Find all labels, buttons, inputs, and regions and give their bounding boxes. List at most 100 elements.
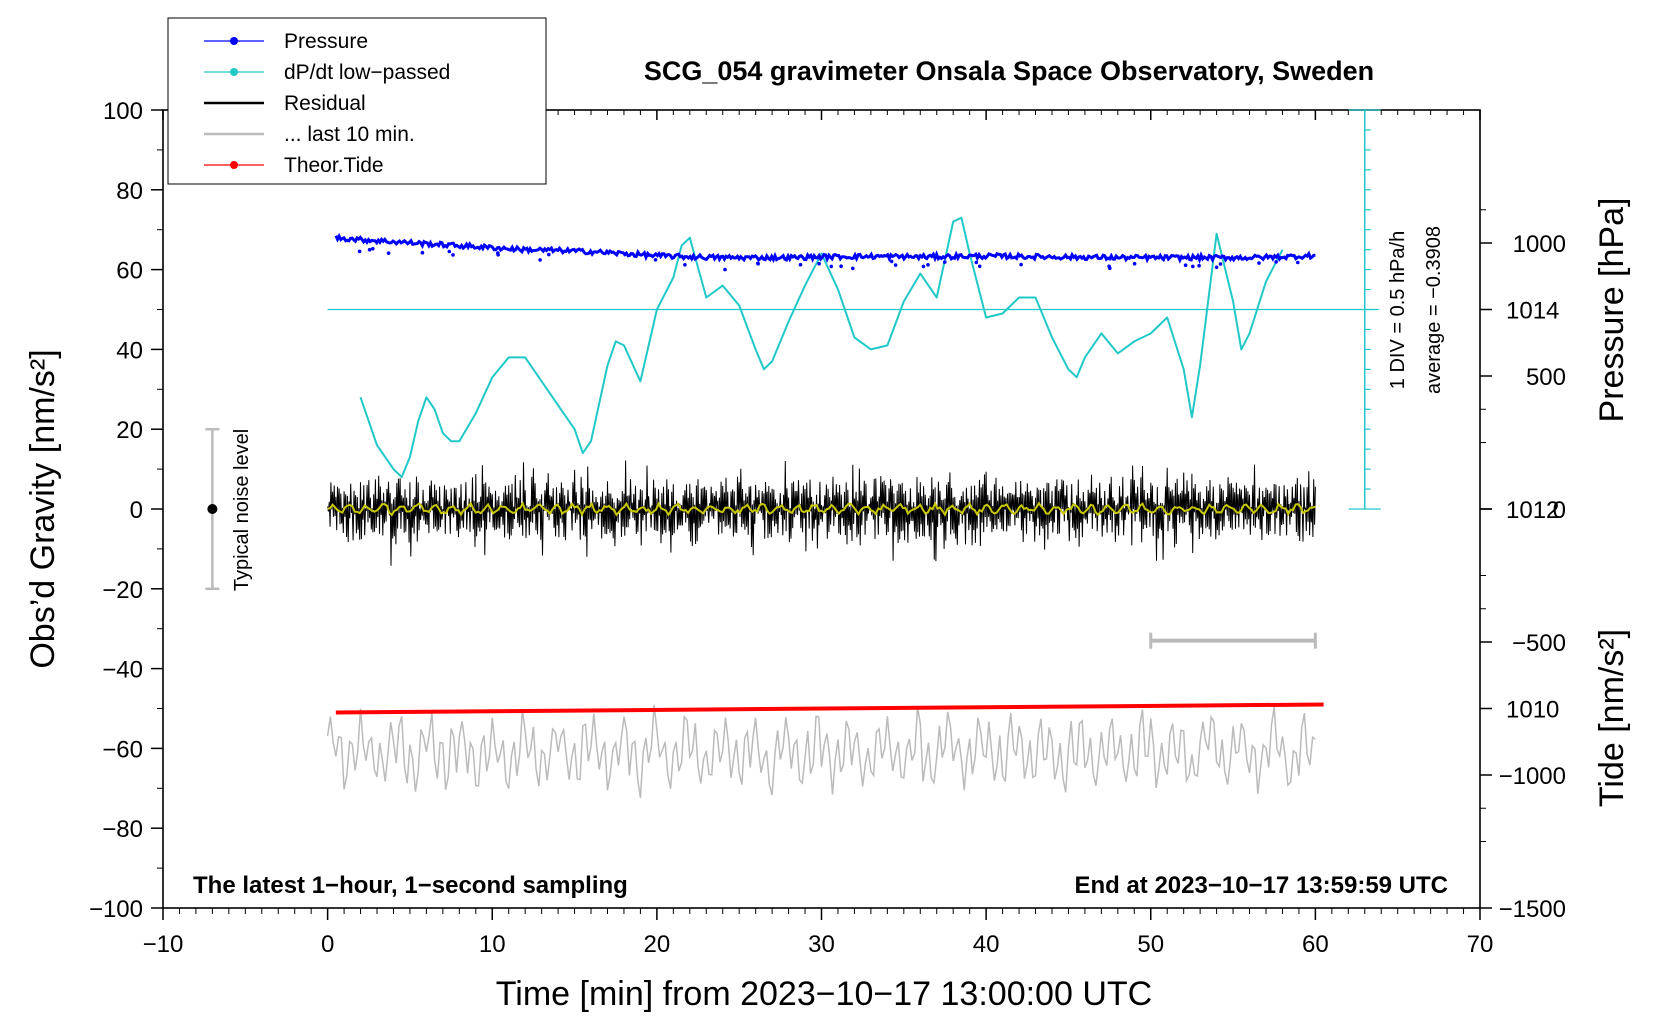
legend-swatch-dot <box>230 161 238 169</box>
note-bottom-right: End at 2023−10−17 13:59:59 UTC <box>1074 872 1448 899</box>
pressure-outlier-dot <box>386 251 391 255</box>
pressure-outlier-dot <box>1274 260 1278 264</box>
residual-smoothed-line <box>327 501 1316 517</box>
noise-level-label: Typical noise level <box>231 429 253 591</box>
pressure-outlier-dot <box>683 263 687 267</box>
pressure-outlier-dot <box>1191 264 1195 269</box>
legend-label: Pressure <box>284 30 368 53</box>
pressure-outlier-dot <box>420 250 425 255</box>
y-axis-pressure-title: Pressure [hPa] <box>1593 198 1631 423</box>
pressure-outlier-dot <box>538 258 542 262</box>
x-axis-title: Time [min] from 2023−10−17 13:00:00 UTC <box>496 975 1152 1013</box>
y-axis-left: −100 −80 −60 −40 −20 0 20 40 60 80 100 <box>89 98 163 923</box>
pressure-outlier-dot <box>451 253 455 257</box>
series-layer <box>326 216 1324 798</box>
tide-tick-label: −1000 <box>1499 763 1566 790</box>
x-tick-label: 50 <box>1137 931 1164 958</box>
tide-tick-label: −1500 <box>1499 896 1566 923</box>
pressure-outlier-dot <box>1019 262 1023 267</box>
tide-series-line <box>335 702 1324 715</box>
x-tick-label: 70 <box>1467 931 1494 958</box>
legend-box <box>167 17 547 185</box>
pressure-outlier-dot <box>367 247 372 252</box>
y-tick-label: −100 <box>89 896 143 923</box>
pressure-outlier-dot <box>1296 260 1300 265</box>
x-tick-label: 0 <box>321 931 334 958</box>
legend-label: Theor.Tide <box>284 154 384 177</box>
pressure-outlier-dot <box>371 246 375 251</box>
x-tick-label: −10 <box>143 931 184 958</box>
pressure-tick-label: 1012 <box>1506 497 1559 524</box>
pressure-outlier-dot <box>1183 263 1188 268</box>
tide-tick-label: 500 <box>1526 364 1566 391</box>
pressure-outlier-dot <box>851 266 855 271</box>
dpdt-reference-group <box>327 109 1381 510</box>
pressure-outlier-dot <box>798 262 803 267</box>
dpdt-series-line <box>359 216 1284 479</box>
legend-label: dP/dt low−passed <box>284 61 450 84</box>
pressure-outlier-dot <box>496 251 500 255</box>
pressure-outlier-dot <box>893 263 898 267</box>
pressure-outlier-dot <box>889 259 894 264</box>
pressure-outlier-dot <box>974 260 979 265</box>
x-tick-label: 30 <box>808 931 835 958</box>
pressure-outlier-dot <box>1107 264 1111 269</box>
legend-label: Residual <box>284 92 366 115</box>
residual-series-line <box>327 460 1316 566</box>
div-label: 1 DIV = 0.5 hPa/h <box>1387 231 1409 389</box>
legend-entries: Pressure dP/dt low−passed Residual ... last… <box>204 30 450 177</box>
pressure-tick-label: 1010 <box>1506 697 1559 724</box>
markers-layer <box>205 427 1317 649</box>
legend-label: ... last 10 min. <box>284 123 415 146</box>
y-tick-label: −80 <box>102 816 143 843</box>
pressure-outlier-dot <box>1218 262 1223 266</box>
y-tick-label: 40 <box>116 337 143 364</box>
pressure-outlier-dot <box>447 249 452 254</box>
y-axis-tide: −1500 −1000 −500 0 500 1000 <box>1480 231 1566 923</box>
x-axis: −10 0 10 20 30 40 50 60 70 <box>143 110 1494 958</box>
y-tick-label: −60 <box>102 736 143 763</box>
legend: Pressure dP/dt low−passed Residual ... last… <box>167 17 547 185</box>
pressure-outlier-dot <box>1197 263 1201 268</box>
pressure-outlier-dot <box>839 264 843 269</box>
last10-series-line <box>326 704 1316 798</box>
y-axis-left-title: Obs’d Gravity [nm/s²] <box>24 349 62 668</box>
y-tick-label: 100 <box>103 98 143 125</box>
legend-swatch-dot <box>230 68 238 76</box>
pressure-tick-label: 1014 <box>1506 298 1559 325</box>
note-bottom-left: The latest 1−hour, 1−second sampling <box>193 872 628 899</box>
y-tick-label: −20 <box>102 577 143 604</box>
chart-title: SCG_054 gravimeter Onsala Space Observat… <box>644 56 1374 86</box>
pressure-outlier-dot <box>547 252 551 257</box>
pressure-outlier-dot <box>1257 261 1261 265</box>
pressure-outlier-dot <box>943 260 947 264</box>
pressure-outlier-dot <box>1132 261 1137 266</box>
x-tick-label: 40 <box>973 931 1000 958</box>
tide-tick-label: 0 <box>1553 497 1566 524</box>
tide-tick-label: −500 <box>1512 630 1566 657</box>
pressure-outlier-dot <box>723 267 727 272</box>
y-tick-label: −40 <box>102 657 143 684</box>
pressure-outlier-dot <box>357 249 362 254</box>
pressure-outlier-dot <box>653 258 658 262</box>
legend-swatch-dot <box>230 37 238 45</box>
y-tick-label: 60 <box>116 258 143 285</box>
y-axis-pressure: 1010 1012 1014 <box>1480 209 1559 809</box>
tide-tick-label: 1000 <box>1513 231 1566 258</box>
pressure-outlier-dot <box>756 261 760 266</box>
y-tick-label: 20 <box>116 417 143 444</box>
x-tick-label: 60 <box>1302 931 1329 958</box>
average-label: average = −0.3908 <box>1423 226 1445 394</box>
x-tick-label: 10 <box>479 931 506 958</box>
pressure-outlier-dot <box>1214 265 1219 270</box>
pressure-outlier-dot <box>829 264 834 269</box>
pressure-outlier-dot <box>817 261 821 266</box>
y-tick-label: 80 <box>116 178 143 205</box>
pressure-series-line <box>334 232 1316 265</box>
pressure-outlier-dot <box>921 264 926 269</box>
x-tick-label: 20 <box>644 931 671 958</box>
y-tick-label: 0 <box>130 497 143 524</box>
noise-bar-center-dot <box>207 504 218 514</box>
pressure-outlier-dot <box>977 264 982 269</box>
